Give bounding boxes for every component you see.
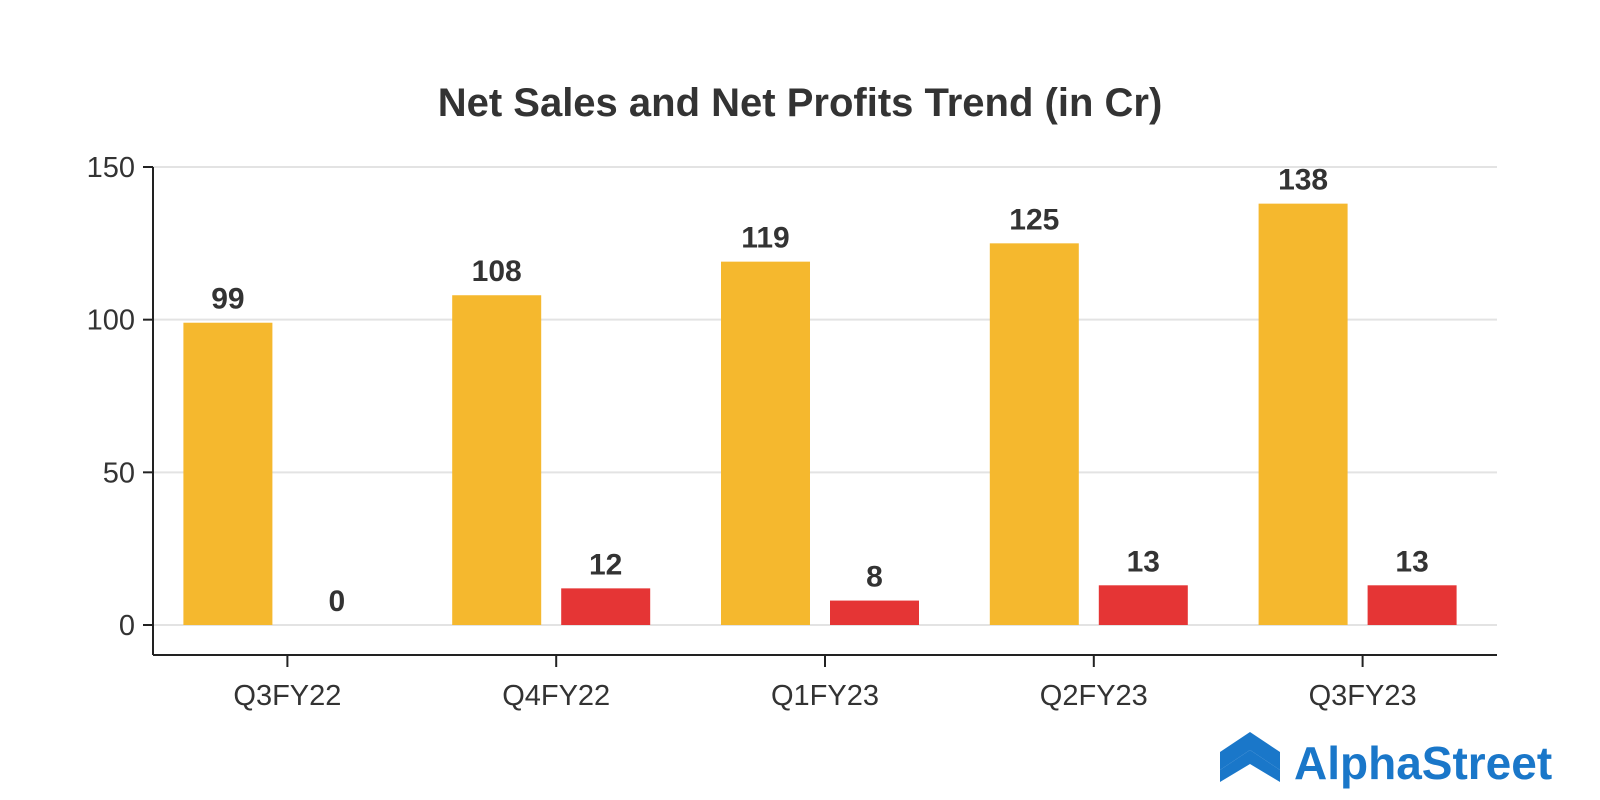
brand-logo: AlphaStreet (1220, 732, 1552, 789)
x-tick-label-Q4FY22: Q4FY22 (502, 680, 610, 712)
bar-net-profits-Q2FY23 (1098, 585, 1188, 625)
data-label-net-profits-Q2FY23: 13 (1127, 545, 1160, 578)
data-label-net-sales-Q2FY23: 125 (1009, 203, 1059, 236)
data-label-net-sales-Q1FY23: 119 (741, 222, 789, 255)
bar-net-profits-Q4FY22 (561, 588, 651, 625)
data-label-net-sales-Q3FY22: 99 (211, 283, 244, 316)
y-tick-label-150: 150 (87, 152, 135, 184)
data-label-net-sales-Q3FY23: 138 (1278, 164, 1328, 197)
bars (183, 203, 1457, 626)
data-label-net-profits-Q1FY23: 8 (866, 561, 883, 594)
data-label-net-profits-Q3FY22: 0 (329, 585, 346, 618)
bar-net-sales-Q3FY22 (183, 322, 273, 625)
brand-name: AlphaStreet (1294, 737, 1552, 789)
y-tick-label-100: 100 (87, 305, 135, 337)
alphastreet-logo-icon (1220, 732, 1280, 782)
bar-net-sales-Q3FY23 (1258, 203, 1348, 625)
x-tick-label-Q3FY22: Q3FY22 (233, 680, 341, 712)
bar-net-profits-Q1FY23 (830, 600, 919, 625)
chart-title: Net Sales and Net Profits Trend (in Cr) (438, 81, 1163, 125)
x-tick-label-Q2FY23: Q2FY23 (1040, 680, 1148, 712)
y-tick-label-50: 50 (103, 457, 135, 489)
x-tick-label-Q1FY23: Q1FY23 (771, 680, 879, 712)
data-label-net-sales-Q4FY22: 108 (472, 255, 522, 288)
bar-net-profits-Q3FY23 (1367, 585, 1457, 625)
x-tick-label-Q3FY23: Q3FY23 (1309, 680, 1417, 712)
data-label-net-profits-Q3FY23: 13 (1395, 545, 1428, 578)
axes: 0 50 100 150 Q3FY22 Q4FY22 Q1FY23 Q2FY23 Q3FY23 (87, 152, 1497, 712)
bar-net-sales-Q2FY23 (989, 243, 1079, 626)
bar-net-sales-Q4FY22 (452, 295, 542, 625)
bar-net-sales-Q1FY23 (721, 261, 810, 625)
data-labels: 99 0 108 12 119 8 125 13 138 13 (211, 164, 1429, 618)
y-tick-label-0: 0 (119, 610, 135, 642)
data-label-net-profits-Q4FY22: 12 (589, 548, 622, 581)
